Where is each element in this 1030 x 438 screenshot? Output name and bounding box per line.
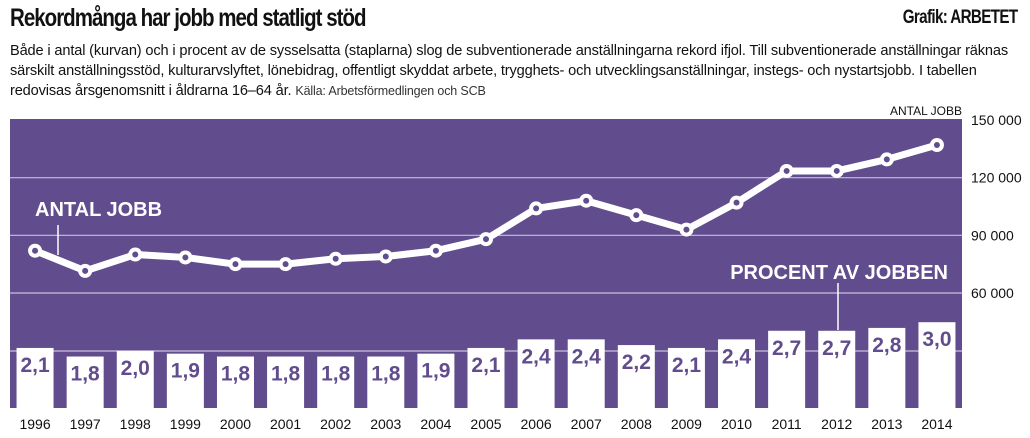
y-tick-label: 120 000 xyxy=(971,170,1022,186)
line-point-center xyxy=(783,167,790,174)
chart-title: Rekordmånga har jobb med statligt stöd xyxy=(10,4,367,32)
bar-label: 2,4 xyxy=(722,345,752,368)
x-tick-label: 2001 xyxy=(270,416,301,432)
bars: 2,1 1,8 2,0 1,9 1,8 1,8 1,8 1,8 1,9 2,1 2,4 2,4 2,2 2… xyxy=(16,322,956,408)
bar-label: 1,9 xyxy=(421,360,450,383)
source-text: Källa: Arbetsförmedlingen och SCB xyxy=(295,84,486,98)
bar-label: 1,8 xyxy=(321,363,351,386)
x-tick-label: 2003 xyxy=(370,416,401,432)
bar-label: 1,8 xyxy=(371,363,401,386)
y-tick-label: 90 000 xyxy=(971,227,1014,243)
x-tick-label: 1999 xyxy=(170,416,201,432)
bar xyxy=(517,339,555,408)
annotation-antal-jobb: ANTAL JOBB xyxy=(35,199,162,221)
bar xyxy=(267,356,305,408)
bar-label: 2,4 xyxy=(522,345,552,368)
line-point-center xyxy=(683,226,690,233)
bar xyxy=(116,350,154,408)
bar xyxy=(16,347,54,408)
bar xyxy=(768,330,806,408)
x-tick-label: 2013 xyxy=(871,416,902,432)
x-tick-label: 2009 xyxy=(671,416,702,432)
bar-label: 2,8 xyxy=(872,334,902,357)
chart-description: Både i antal (kurvan) och i procent av d… xyxy=(10,41,1020,101)
y-axis-labels: 150 000 120 000 90 000 60 000 xyxy=(971,112,1022,301)
line-point-center xyxy=(332,255,339,262)
bar-label: 1,8 xyxy=(71,363,101,386)
line-point-center xyxy=(633,212,640,219)
bar-label: 2,7 xyxy=(822,337,851,360)
bar xyxy=(367,356,405,408)
line-point-center xyxy=(533,205,540,212)
bar-label: 1,8 xyxy=(221,363,251,386)
annotation-procent-av-jobben: PROCENT AV JOBBEN xyxy=(730,262,948,284)
x-tick-label: 2006 xyxy=(521,416,552,432)
bar xyxy=(918,322,956,408)
bar xyxy=(818,330,856,408)
x-axis-labels: 1996 1997 1998 1999 2000 2001 2002 2003 2004 2005… xyxy=(19,416,952,432)
line-point-center xyxy=(833,167,840,174)
x-tick-label: 1996 xyxy=(19,416,50,432)
bar-label: 2,1 xyxy=(20,354,50,377)
line-point-center xyxy=(933,141,940,148)
bar-label: 2,1 xyxy=(672,354,702,377)
x-tick-label: 2010 xyxy=(721,416,752,432)
line-point-center xyxy=(733,199,740,206)
x-tick-label: 2012 xyxy=(821,416,852,432)
y-axis-title: ANTAL JOBB xyxy=(890,104,962,118)
line-point-center xyxy=(182,254,189,261)
bar xyxy=(868,327,906,408)
line-point-center xyxy=(32,247,39,254)
line-point-center xyxy=(132,251,139,258)
x-tick-label: 2014 xyxy=(921,416,952,432)
bar-label: 2,4 xyxy=(572,345,602,368)
line-point-center xyxy=(82,267,89,274)
bar-label: 3,0 xyxy=(922,328,951,351)
x-tick-label: 2000 xyxy=(220,416,251,432)
bar-label: 2,0 xyxy=(121,357,150,380)
bar-label: 1,9 xyxy=(171,360,200,383)
bar xyxy=(317,356,355,408)
line-point-center xyxy=(583,197,590,204)
line-point-center xyxy=(883,156,890,163)
description-text: Både i antal (kurvan) och i procent av d… xyxy=(10,43,1008,99)
bar xyxy=(66,356,104,408)
line-series xyxy=(28,137,944,278)
line-point-center xyxy=(432,247,439,254)
bar xyxy=(216,356,254,408)
line-point-center xyxy=(232,261,239,268)
credit-label: Grafik: ARBETET xyxy=(903,7,1018,28)
bar-label: 2,7 xyxy=(772,337,801,360)
x-tick-label: 2002 xyxy=(320,416,351,432)
bar xyxy=(718,339,756,408)
x-tick-label: 2008 xyxy=(621,416,652,432)
line-point-center xyxy=(282,261,289,268)
y-tick-label: 60 000 xyxy=(971,285,1014,301)
bar-label: 2,1 xyxy=(471,354,501,377)
bar xyxy=(467,347,505,408)
bar xyxy=(166,353,204,408)
bar xyxy=(617,345,655,408)
bar-label: 2,2 xyxy=(622,351,651,374)
y-tick-label: 150 000 xyxy=(971,112,1022,128)
x-tick-label: 1998 xyxy=(120,416,151,432)
x-tick-label: 2005 xyxy=(470,416,501,432)
x-tick-label: 2007 xyxy=(571,416,602,432)
x-tick-label: 1997 xyxy=(70,416,101,432)
bar-label: 1,8 xyxy=(271,363,301,386)
line-point-center xyxy=(382,253,389,260)
bar xyxy=(417,353,455,408)
x-tick-label: 2011 xyxy=(772,416,802,432)
bar xyxy=(667,347,705,408)
bar xyxy=(567,339,605,408)
x-tick-label: 2004 xyxy=(420,416,451,432)
line-point-center xyxy=(483,236,489,243)
